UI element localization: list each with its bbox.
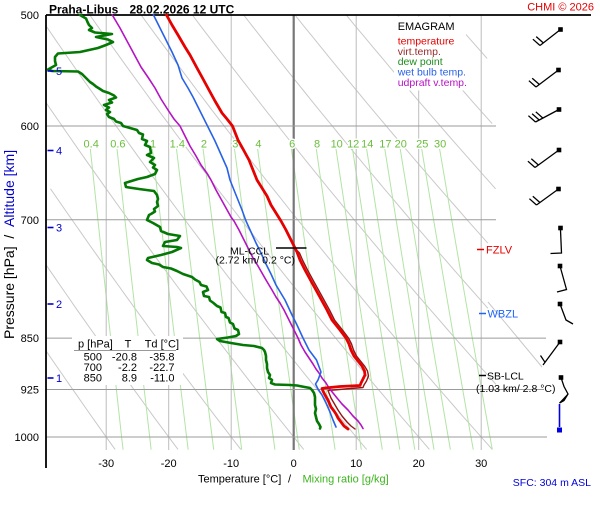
svg-text:EMAGRAM: EMAGRAM xyxy=(398,21,455,33)
svg-text:ML-CCL: ML-CCL xyxy=(230,245,269,257)
svg-text:1.4: 1.4 xyxy=(170,139,185,151)
svg-text:temperature: temperature xyxy=(398,36,455,48)
svg-text:-11.0: -11.0 xyxy=(150,373,174,385)
svg-text:FZLV: FZLV xyxy=(486,245,513,257)
svg-text:-35.8: -35.8 xyxy=(149,352,174,364)
svg-text:4: 4 xyxy=(56,146,62,158)
svg-text:Pressure [hPa] / Altitude [k: Pressure [hPa] / Altitude [km] xyxy=(1,150,17,339)
svg-text:-30: -30 xyxy=(98,458,114,470)
svg-text:dew point: dew point xyxy=(398,56,443,68)
svg-text:udpraft v.temp.: udpraft v.temp. xyxy=(398,77,467,89)
svg-text:500: 500 xyxy=(21,10,39,22)
svg-text:925: 925 xyxy=(21,385,39,397)
svg-text:600: 600 xyxy=(21,121,39,133)
svg-text:4: 4 xyxy=(255,139,261,151)
svg-text:700: 700 xyxy=(84,362,102,374)
svg-text:12: 12 xyxy=(347,139,359,151)
svg-text:28.02.2026 12 UTC: 28.02.2026 12 UTC xyxy=(130,3,235,17)
svg-text:Mixing ratio [g/kg]: Mixing ratio [g/kg] xyxy=(303,474,389,486)
svg-text:1: 1 xyxy=(150,139,156,151)
svg-text:500: 500 xyxy=(84,352,102,364)
svg-text:0.4: 0.4 xyxy=(84,139,99,151)
svg-text:3: 3 xyxy=(56,223,62,235)
svg-text:2: 2 xyxy=(201,139,207,151)
svg-text:-20: -20 xyxy=(161,458,177,470)
svg-text:8.9: 8.9 xyxy=(122,373,137,385)
svg-text:17: 17 xyxy=(379,139,391,151)
svg-text:1000: 1000 xyxy=(15,432,39,444)
svg-text:20: 20 xyxy=(395,139,407,151)
svg-text:30: 30 xyxy=(434,139,446,151)
svg-text:CHMI © 2026: CHMI © 2026 xyxy=(527,2,594,14)
svg-text:3: 3 xyxy=(232,139,238,151)
svg-text:8: 8 xyxy=(314,139,320,151)
svg-text:T: T xyxy=(125,339,132,351)
svg-text:/: / xyxy=(288,474,292,486)
svg-text:2: 2 xyxy=(56,299,62,311)
svg-text:25: 25 xyxy=(416,139,428,151)
svg-text:virt.temp.: virt.temp. xyxy=(398,46,441,58)
svg-text:20: 20 xyxy=(413,458,425,470)
svg-text:Temperature [°C]: Temperature [°C] xyxy=(198,474,281,486)
svg-text:0: 0 xyxy=(291,458,297,470)
svg-text:5: 5 xyxy=(56,66,62,78)
svg-text:-2.2: -2.2 xyxy=(118,362,137,374)
svg-text:p [hPa]: p [hPa] xyxy=(78,339,113,351)
svg-text:850: 850 xyxy=(21,333,39,345)
svg-text:wet bulb temp.: wet bulb temp. xyxy=(397,66,466,78)
svg-text:SFC: 304 m ASL: SFC: 304 m ASL xyxy=(513,477,591,489)
svg-text:0.6: 0.6 xyxy=(110,139,125,151)
svg-text:(1.03 km/ 2.8 °C): (1.03 km/ 2.8 °C) xyxy=(476,383,555,395)
svg-text:700: 700 xyxy=(21,215,39,227)
svg-text:10: 10 xyxy=(331,139,343,151)
svg-text:6: 6 xyxy=(289,139,295,151)
svg-text:Td [°C]: Td [°C] xyxy=(145,339,179,351)
svg-text:1: 1 xyxy=(56,373,62,385)
svg-text:10: 10 xyxy=(350,458,362,470)
svg-text:850: 850 xyxy=(84,373,102,385)
svg-text:-10: -10 xyxy=(223,458,239,470)
svg-text:(2.72 km/ 0.2 °C): (2.72 km/ 0.2 °C) xyxy=(216,255,295,267)
svg-text:-20.8: -20.8 xyxy=(112,352,137,364)
svg-text:14: 14 xyxy=(361,139,373,151)
svg-text:Praha-Libus: Praha-Libus xyxy=(49,3,119,17)
svg-text:30: 30 xyxy=(475,458,487,470)
svg-text:WBZL: WBZL xyxy=(488,309,519,321)
svg-text:SB-LCL: SB-LCL xyxy=(487,371,524,383)
svg-text:-22.7: -22.7 xyxy=(149,362,174,374)
